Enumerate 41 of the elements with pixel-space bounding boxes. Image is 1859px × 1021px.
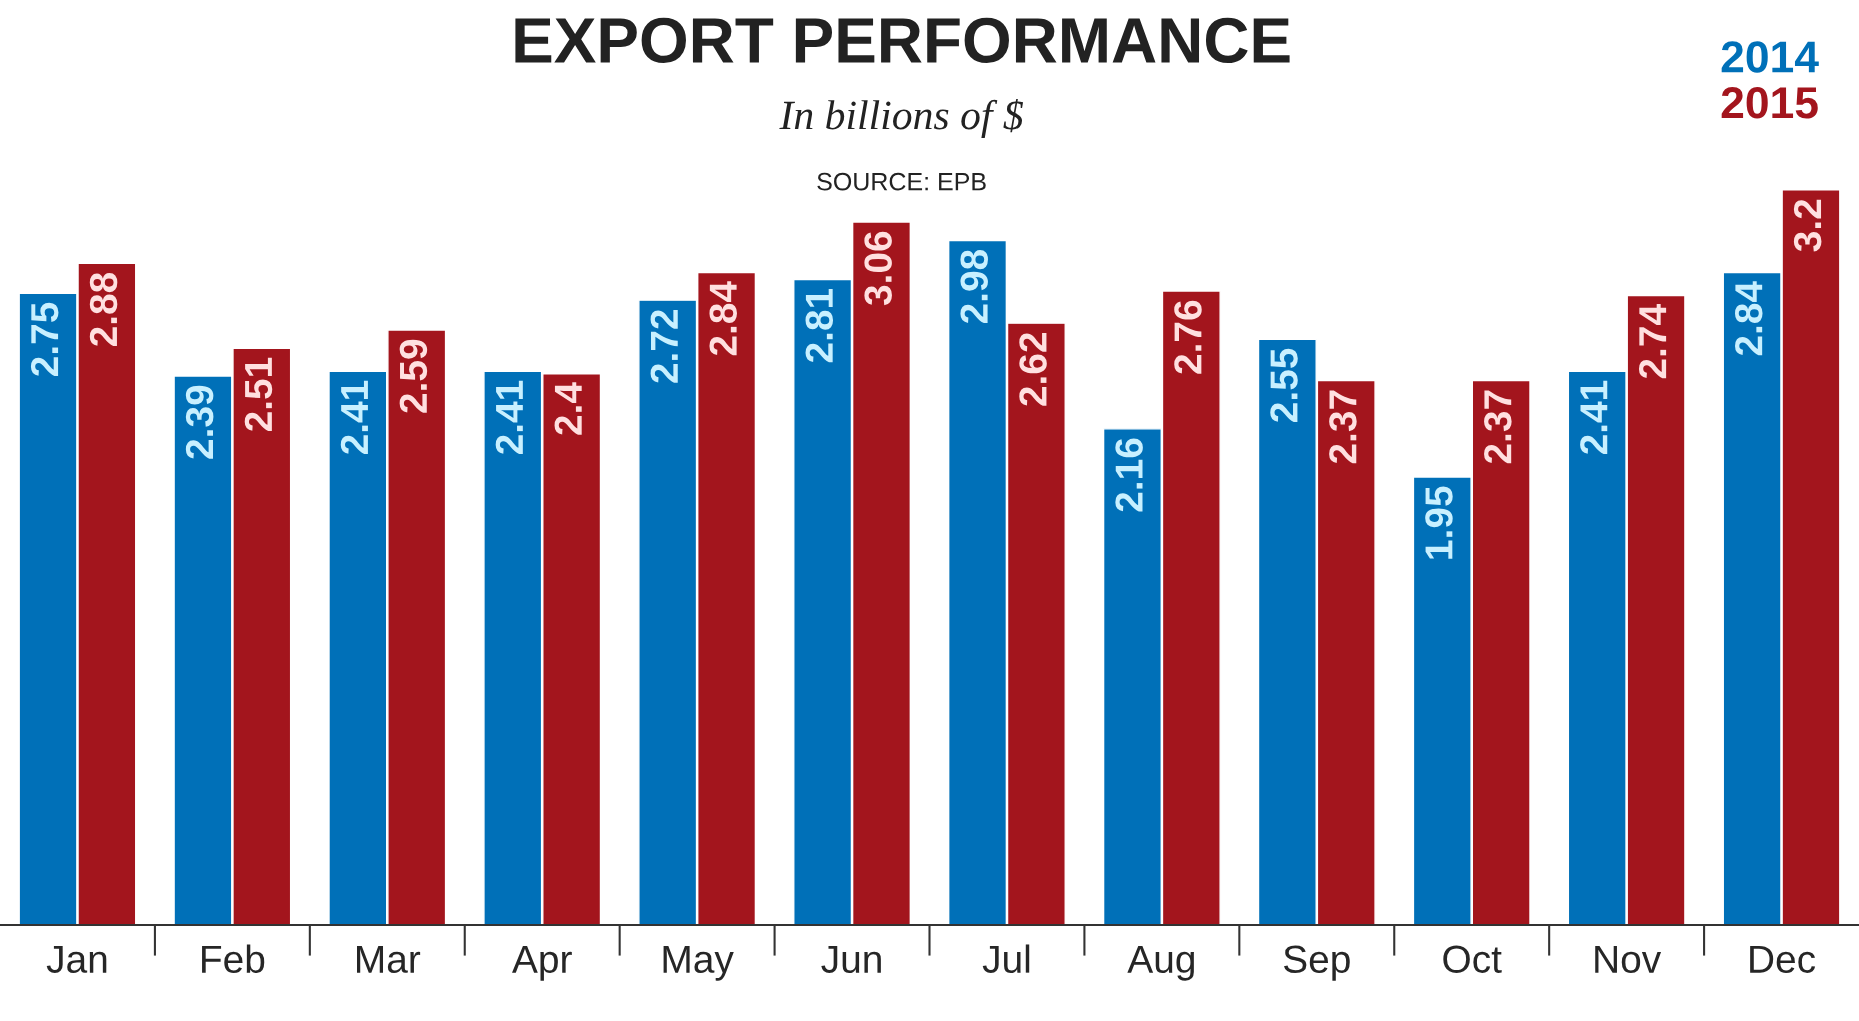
x-tick-label: Jun xyxy=(821,945,881,974)
data-label: 2.62 xyxy=(1019,333,1047,406)
text: 2014 xyxy=(1721,41,1819,73)
data-label: 3.2 xyxy=(1793,199,1822,252)
x-tick-label: Dec xyxy=(1750,945,1816,974)
data-label: 2.37 xyxy=(1329,390,1357,464)
data-label: 2.51 xyxy=(244,357,273,432)
x-tick-label: Mar xyxy=(357,945,421,974)
data-label: 2.74 xyxy=(1638,304,1667,379)
data-label: 2.75 xyxy=(30,302,59,376)
data-label: 2.72 xyxy=(650,310,678,383)
x-tick-label: Aug xyxy=(1127,945,1194,981)
x-tick-label: Apr xyxy=(512,945,572,981)
data-label: 1.95 xyxy=(1425,486,1453,559)
x-tick-label: Jul xyxy=(982,944,1030,974)
series-label: 2015 xyxy=(1721,87,1818,119)
chart-subtitle: In billions of $ xyxy=(779,98,1024,138)
data-label: 2.55 xyxy=(1270,348,1298,422)
data-label: 2.37 xyxy=(1484,390,1512,464)
data-label: 2.39 xyxy=(185,385,214,459)
data-label: 2.98 xyxy=(960,249,988,324)
data-label: 3.06 xyxy=(864,231,892,306)
data-label: 2.16 xyxy=(1115,438,1143,512)
data-label: 2.88 xyxy=(89,272,118,347)
data-label: 2.76 xyxy=(1174,300,1202,374)
x-tick-label: Feb xyxy=(202,944,265,974)
data-label: 2.84 xyxy=(1735,281,1763,356)
x-tick-label: Sep xyxy=(1283,945,1350,981)
x-tick-label: Oct xyxy=(1443,945,1502,974)
x-tick-label: Nov xyxy=(1595,945,1662,974)
data-label: 2.81 xyxy=(805,288,834,363)
x-tick-label: Jan xyxy=(46,945,107,974)
annotation: SOURCE: EPB xyxy=(817,172,986,191)
data-label: 2.41 xyxy=(495,380,523,455)
data-label: 2.4 xyxy=(554,382,582,435)
data-label: 2.41 xyxy=(1580,380,1608,455)
chart-title: EXPORT PERFORMANCE xyxy=(515,17,1290,64)
x-tick-label: May xyxy=(663,945,734,981)
data-label: 2.41 xyxy=(340,380,368,455)
data-label: 2.84 xyxy=(709,281,737,356)
data-label: 2.59 xyxy=(399,339,428,413)
